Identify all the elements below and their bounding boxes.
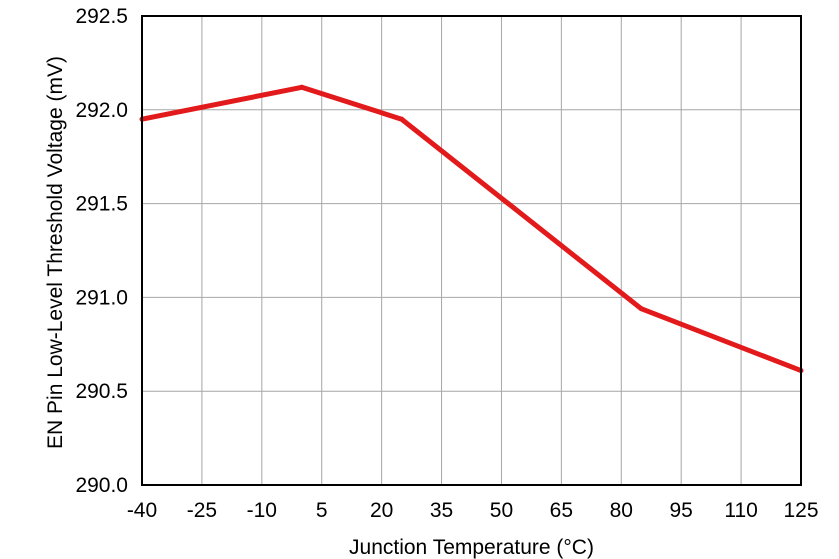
x-tick-label: -40 [127, 499, 157, 522]
y-axis-title: EN Pin Low-Level Threshold Voltage (mV) [44, 56, 67, 449]
x-tick-label: 5 [316, 499, 328, 522]
y-tick-label: 292.0 [75, 99, 128, 122]
y-tick-label: 290.5 [75, 380, 128, 403]
data-point [299, 84, 305, 90]
series-line [141, 84, 802, 373]
x-tick-label: 125 [783, 499, 818, 522]
data-point [638, 306, 644, 312]
x-tick-label: 80 [610, 499, 633, 522]
grid [142, 16, 801, 485]
x-tick-label: -25 [187, 499, 217, 522]
x-tick-label: 110 [724, 499, 757, 522]
x-tick-label: 20 [370, 499, 393, 522]
series-layer [139, 84, 804, 374]
x-tick-label: 95 [670, 499, 693, 522]
y-tick-label: 291.0 [75, 286, 128, 309]
x-axis-ticks: -40 -25 -10 5 20 35 50 65 80 95 110 125 [127, 499, 819, 522]
y-tick-label: 292.5 [75, 5, 128, 28]
x-tick-label: 65 [550, 499, 573, 522]
x-tick-label: -10 [247, 499, 277, 522]
plot-frame [141, 15, 802, 486]
x-tick-label: 50 [490, 499, 513, 522]
x-axis-title: Junction Temperature (°C) [349, 536, 594, 559]
x-tick-label: 35 [430, 499, 453, 522]
data-point [399, 116, 405, 122]
y-tick-label: 290.0 [75, 474, 128, 497]
y-axis-ticks: 290.0 290.5 291.0 291.5 292.0 292.5 [75, 5, 128, 497]
y-tick-label: 291.5 [75, 193, 128, 216]
